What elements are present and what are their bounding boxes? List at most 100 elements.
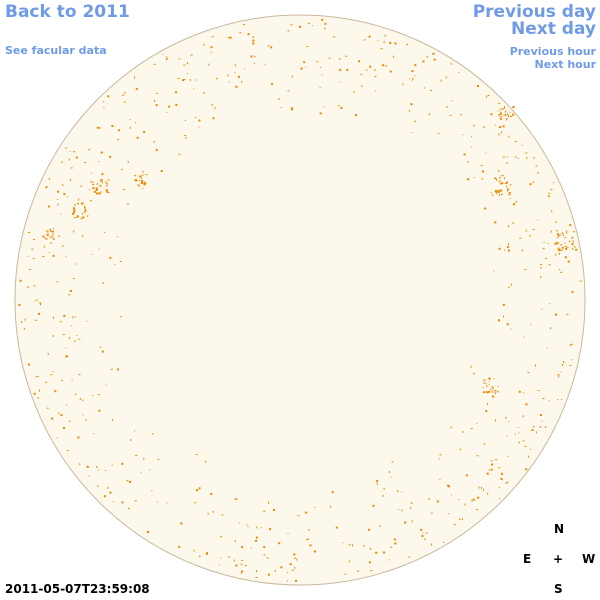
facula [82, 414, 84, 416]
facula [383, 41, 385, 44]
facular-link[interactable]: See facular data [5, 44, 107, 57]
facula [357, 570, 359, 572]
faculae [18, 18, 582, 582]
facula [105, 384, 107, 386]
facula [90, 172, 92, 174]
facula [369, 547, 371, 550]
facula [515, 200, 517, 203]
facula [451, 494, 452, 496]
facula [548, 264, 551, 266]
facula [227, 37, 230, 39]
facula [76, 215, 79, 218]
facula [545, 258, 548, 259]
facula [18, 304, 21, 306]
facula [476, 455, 479, 457]
facula [141, 171, 144, 173]
facula [183, 64, 186, 66]
facula [571, 237, 573, 239]
facula [155, 149, 158, 152]
facula [499, 112, 502, 115]
facula [39, 302, 42, 304]
next-day-link[interactable]: Next day [511, 19, 596, 39]
facula [482, 126, 485, 128]
facula [571, 291, 574, 294]
previous-hour-link[interactable]: Previous hour [509, 45, 596, 58]
facula [111, 464, 113, 466]
facula [518, 390, 521, 393]
previous-day-link[interactable]: Previous day [472, 2, 596, 22]
facula [267, 573, 270, 576]
facula [462, 134, 464, 136]
facula [510, 328, 512, 330]
facula [194, 502, 197, 504]
facula [561, 246, 564, 249]
facula [458, 499, 460, 500]
facula [84, 162, 87, 163]
facula [81, 212, 83, 215]
facula [488, 377, 491, 380]
facula [446, 105, 448, 108]
facula [84, 209, 87, 212]
facula [72, 207, 75, 210]
facula [65, 355, 67, 358]
facula [430, 543, 432, 546]
facula [539, 426, 541, 428]
back-link[interactable]: Back to 2011 [5, 2, 130, 22]
facula [328, 57, 331, 59]
facula [397, 490, 399, 493]
facula [79, 463, 81, 466]
facula [508, 286, 510, 289]
facula [496, 193, 497, 195]
facula [492, 391, 494, 393]
facula [187, 62, 189, 65]
facula [46, 234, 48, 237]
facula [134, 76, 135, 79]
facula [537, 390, 540, 391]
facula [388, 559, 390, 561]
facula [92, 184, 95, 185]
facula [522, 415, 524, 418]
facula [47, 235, 49, 236]
facula [84, 207, 86, 209]
facula [63, 427, 65, 429]
facula [507, 456, 509, 458]
facula [406, 44, 409, 45]
facula [344, 573, 347, 575]
next-hour-link[interactable]: Next hour [534, 58, 597, 71]
facula [50, 242, 52, 245]
facula [107, 486, 109, 489]
facula [527, 372, 530, 373]
facula [183, 79, 186, 80]
facula [324, 27, 326, 30]
facula [498, 181, 500, 182]
facula [296, 558, 298, 561]
facula [436, 500, 439, 503]
facula [70, 167, 73, 169]
facula [143, 457, 145, 460]
facula [129, 126, 131, 129]
facula [98, 248, 100, 250]
facula [515, 156, 517, 159]
facula [140, 472, 142, 474]
facula [500, 117, 502, 120]
facula [74, 340, 76, 343]
facula [509, 198, 511, 199]
facula [130, 438, 132, 441]
facula [507, 117, 509, 119]
facula [541, 308, 543, 310]
facula [555, 253, 557, 256]
facula [506, 481, 508, 484]
facula [184, 137, 187, 139]
facula [477, 85, 479, 87]
facula [573, 246, 576, 248]
facula [411, 132, 413, 134]
facula [88, 189, 90, 190]
facula [532, 229, 535, 230]
facula [411, 502, 413, 505]
facula [491, 391, 493, 393]
facula [144, 181, 147, 184]
facula [73, 230, 75, 233]
facula [382, 494, 384, 497]
facula [51, 417, 54, 420]
facula [414, 120, 416, 122]
